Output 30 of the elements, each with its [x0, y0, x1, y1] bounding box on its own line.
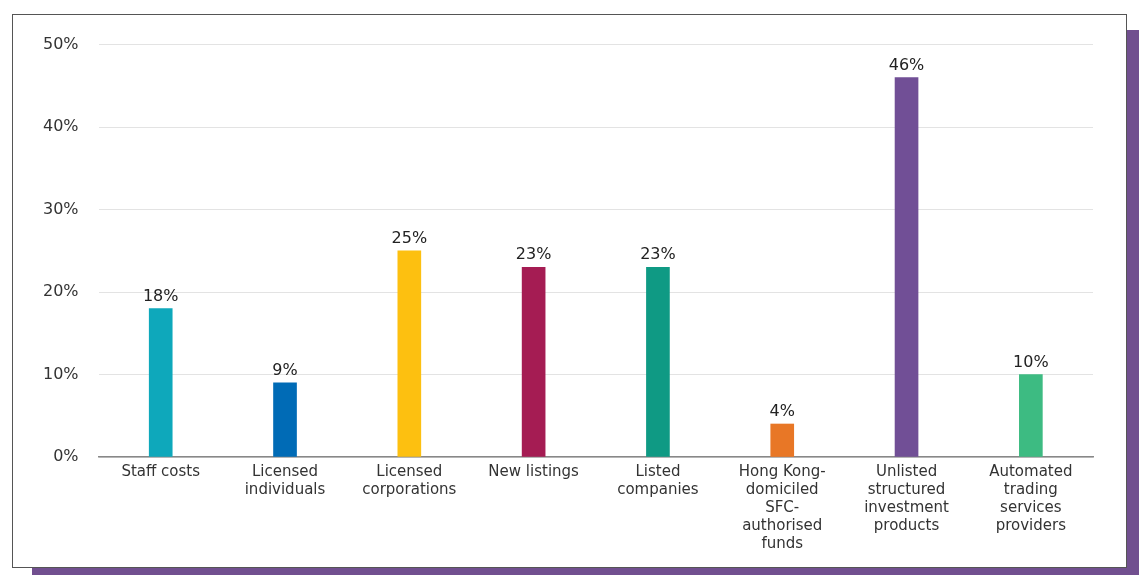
- x-tick-label: Staff costs: [121, 461, 201, 480]
- x-tick-label: Listed companies: [617, 461, 699, 498]
- bar: [273, 382, 297, 457]
- bar: [1019, 374, 1043, 457]
- bar: [397, 250, 422, 457]
- data-label: 9%: [272, 359, 298, 379]
- bar: [521, 266, 546, 457]
- y-tick-label: 10%: [43, 363, 79, 383]
- y-tick-label: 0%: [53, 446, 79, 466]
- x-tick-label: Licensed corporations: [362, 461, 457, 498]
- x-tick-label: Automated trading services providers: [989, 461, 1073, 534]
- data-label: 23%: [515, 244, 552, 264]
- x-tick-label: Hong Kong-domiciled SFC-authorised funds: [738, 461, 826, 552]
- x-tick-label: Unlisted structured investment products: [864, 461, 950, 534]
- bar: [770, 423, 795, 457]
- x-tick-label: New listings: [488, 461, 580, 480]
- data-label: 18%: [142, 285, 179, 305]
- bar: [148, 308, 173, 457]
- y-tick-label: 20%: [43, 281, 79, 301]
- data-label: 10%: [1013, 351, 1049, 371]
- data-label: 46%: [888, 54, 925, 74]
- bar: [646, 266, 670, 457]
- data-label: 23%: [640, 244, 676, 264]
- y-tick-label: 40%: [43, 116, 79, 136]
- x-tick-label: Licensed individuals: [244, 461, 326, 498]
- y-tick-label: 30%: [43, 198, 79, 218]
- data-label: 4%: [769, 401, 795, 421]
- y-tick-label: 50%: [43, 33, 79, 53]
- data-label: 25%: [391, 227, 428, 247]
- bar: [894, 77, 919, 457]
